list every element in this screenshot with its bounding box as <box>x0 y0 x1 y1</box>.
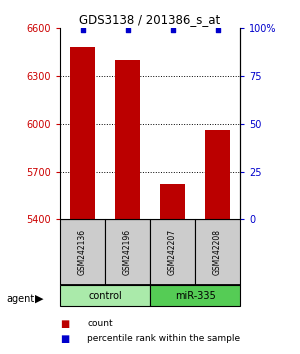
Text: control: control <box>88 291 122 301</box>
Bar <box>150 219 195 285</box>
Bar <box>105 219 150 285</box>
Text: percentile rank within the sample: percentile rank within the sample <box>87 334 240 343</box>
Bar <box>70 47 95 219</box>
Title: GDS3138 / 201386_s_at: GDS3138 / 201386_s_at <box>80 13 220 26</box>
Point <box>125 27 130 33</box>
Text: GSM242136: GSM242136 <box>78 229 87 275</box>
Bar <box>115 60 140 219</box>
Text: ▶: ▶ <box>34 294 43 304</box>
Text: ■: ■ <box>60 319 69 329</box>
Bar <box>195 219 240 285</box>
Text: count: count <box>87 319 112 329</box>
Text: agent: agent <box>6 294 34 304</box>
Bar <box>150 285 240 306</box>
Point <box>170 27 175 33</box>
Point <box>80 27 85 33</box>
Text: GSM242208: GSM242208 <box>213 229 222 275</box>
Text: miR-335: miR-335 <box>175 291 215 301</box>
Text: GSM242207: GSM242207 <box>168 229 177 275</box>
Bar <box>60 219 105 285</box>
Text: ■: ■ <box>60 334 69 344</box>
Bar <box>205 130 230 219</box>
Text: GSM242196: GSM242196 <box>123 229 132 275</box>
Bar <box>60 285 150 306</box>
Point <box>215 27 220 33</box>
Bar <box>160 184 185 219</box>
